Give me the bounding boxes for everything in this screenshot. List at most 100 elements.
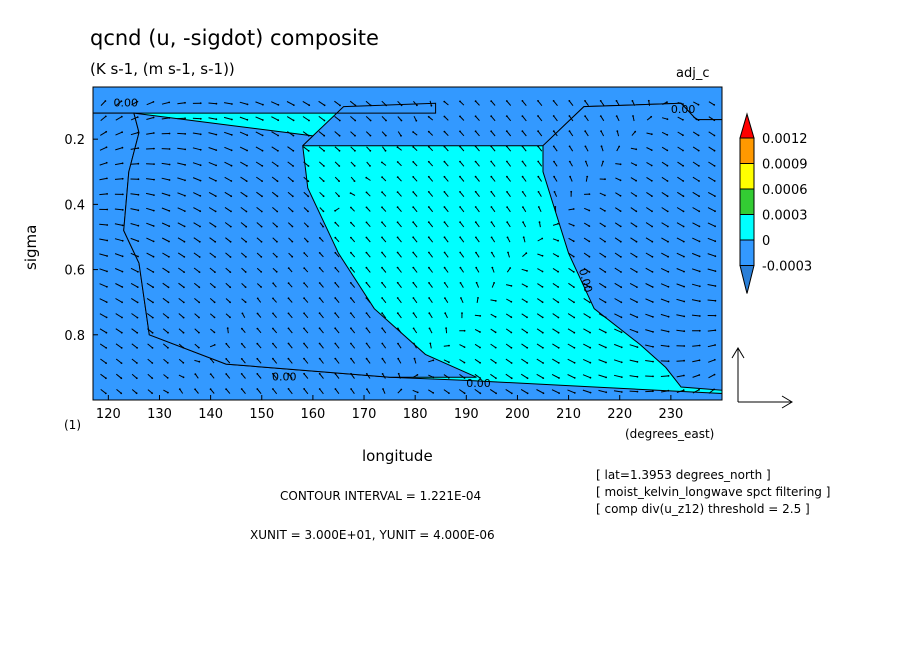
vector-arrow xyxy=(208,102,217,105)
vector-arrow-head xyxy=(261,165,264,167)
colorbar-label: -0.0003 xyxy=(762,260,812,275)
vector-arrow xyxy=(286,101,295,106)
vector-arrow-head xyxy=(350,251,352,254)
colorbar-segment xyxy=(739,239,755,266)
vector-arrow-head xyxy=(136,331,139,334)
vector-arrow xyxy=(241,343,246,349)
chart-subtitle: (K s-1, (m s-1, s-1)) xyxy=(90,60,235,78)
vector-arrow xyxy=(209,267,216,273)
vector-arrow-head xyxy=(168,240,170,243)
vector-arrow xyxy=(193,252,200,258)
vector-arrow xyxy=(708,101,715,106)
vector-arrow xyxy=(459,359,465,364)
vector-arrow xyxy=(288,343,293,349)
vector-arrow-head xyxy=(666,195,669,198)
vector-arrow xyxy=(645,360,654,363)
vector-arrow xyxy=(131,297,138,303)
vector-arrow xyxy=(553,130,558,137)
vector-arrow xyxy=(676,207,684,212)
vector-arrow xyxy=(99,162,107,166)
vector-arrow xyxy=(271,146,279,152)
vector-arrow-head xyxy=(698,329,701,332)
vector-arrow xyxy=(303,312,309,319)
vector-arrow xyxy=(412,389,418,393)
vector-arrow-head xyxy=(647,99,650,102)
vector-arrow-head xyxy=(106,193,108,195)
vector-arrow-head xyxy=(318,237,321,239)
vector-arrow xyxy=(288,328,293,334)
vector-arrow xyxy=(130,116,138,121)
vector-arrow xyxy=(428,297,433,303)
vector-arrow xyxy=(521,268,528,272)
vector-arrow-head xyxy=(573,392,576,394)
vector-arrow-head xyxy=(105,161,108,164)
vector-arrow xyxy=(365,116,371,121)
vector-arrow xyxy=(444,116,449,121)
vector-arrow xyxy=(302,146,310,152)
vector-arrow-head xyxy=(651,271,654,273)
vector-arrow-head xyxy=(153,163,155,166)
vector-arrow-head xyxy=(246,118,249,121)
vector-arrow-head xyxy=(260,240,263,243)
vector-arrow-head xyxy=(121,162,124,165)
vector-arrow-head xyxy=(459,236,462,239)
vector-arrow-head xyxy=(416,374,419,376)
vector-arrow-head xyxy=(215,102,218,105)
colorbar-label: 0.0006 xyxy=(762,183,808,198)
vector-arrow-head xyxy=(589,376,592,379)
vector-arrow-head xyxy=(121,146,124,149)
vector-arrow xyxy=(366,373,371,379)
vector-arrow xyxy=(444,252,449,258)
vector-arrow-head xyxy=(381,342,384,345)
vector-arrow-head xyxy=(396,176,399,179)
vector-arrow-head xyxy=(256,357,259,360)
vector-arrow xyxy=(256,343,262,349)
vector-arrow-head xyxy=(557,362,560,364)
vector-arrow xyxy=(381,312,387,319)
vector-arrow xyxy=(553,176,558,182)
vector-arrow xyxy=(599,267,606,273)
vector-arrow xyxy=(599,252,606,258)
vector-arrow xyxy=(208,117,217,120)
vector-arrow-head xyxy=(396,206,399,209)
vector-arrow xyxy=(599,207,606,212)
vector-arrow xyxy=(130,193,139,196)
vector-arrow xyxy=(255,146,263,152)
vector-arrow xyxy=(303,388,309,395)
vector-arrow-head xyxy=(136,316,139,319)
vector-arrow xyxy=(366,207,371,212)
vector-arrow-head xyxy=(214,195,217,198)
vector-arrow xyxy=(147,328,153,334)
vector-arrow-head xyxy=(318,252,321,254)
vector-arrow xyxy=(506,298,512,303)
vector-arrow xyxy=(506,146,512,152)
vector-arrow-head xyxy=(292,149,295,152)
vector-arrow-head xyxy=(194,388,197,391)
vector-arrow-head xyxy=(240,358,243,360)
vector-arrow xyxy=(629,390,638,393)
vector-arrow xyxy=(444,176,449,182)
vector-arrow-head xyxy=(713,119,716,122)
vector-arrow-head xyxy=(184,194,186,197)
vector-arrow-head xyxy=(334,312,337,315)
vector-arrow-head xyxy=(605,376,607,379)
vector-arrow-head xyxy=(521,145,524,148)
vector-arrow xyxy=(490,115,496,122)
vector-arrow xyxy=(366,358,371,364)
vector-arrow-head xyxy=(262,103,264,106)
vector-arrow-head xyxy=(494,362,497,364)
vector-arrow xyxy=(162,252,170,258)
vector-arrow-head xyxy=(506,175,508,178)
vector-arrow-head xyxy=(428,312,431,315)
vector-arrow xyxy=(397,221,402,228)
vector-arrow-head xyxy=(490,236,493,239)
vector-arrow-head xyxy=(490,160,493,163)
vector-arrow-head xyxy=(168,179,171,181)
vector-arrow xyxy=(661,176,668,182)
vector-arrow xyxy=(506,206,511,213)
vector-arrow-head xyxy=(396,251,399,254)
vector-arrow xyxy=(538,191,542,197)
vector-arrow-head xyxy=(429,342,432,345)
vector-arrow-head xyxy=(521,191,524,193)
vector-arrow xyxy=(334,100,341,106)
